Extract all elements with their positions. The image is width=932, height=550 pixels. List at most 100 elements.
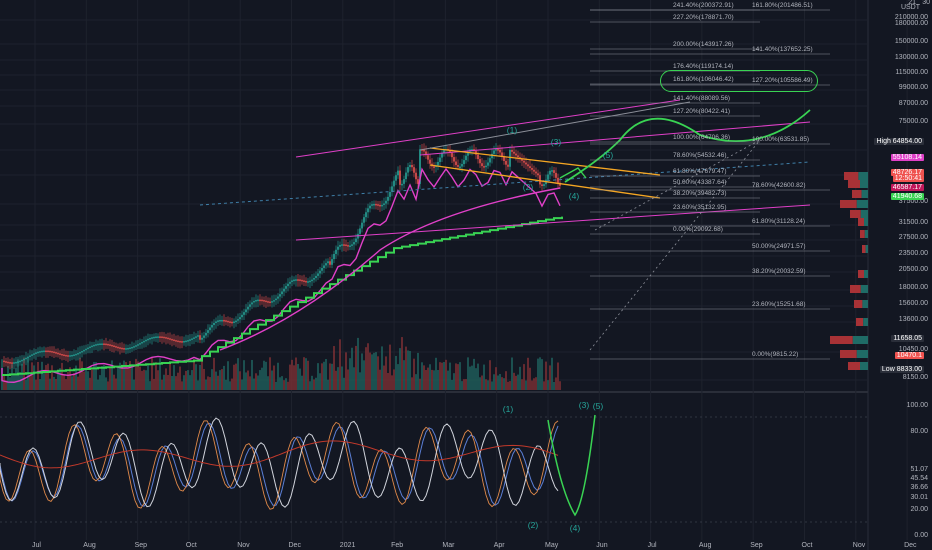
volume-bar: [263, 360, 265, 390]
fib-left-label: 0.00%(29092.68): [673, 226, 723, 233]
candle-body: [235, 320, 237, 323]
volume-bar: [93, 361, 95, 390]
volume-bar: [493, 374, 495, 390]
candle-body: [343, 244, 345, 246]
candle-body: [69, 355, 71, 357]
price-axis-label: 115000.00: [895, 69, 928, 76]
volume-bar: [363, 360, 365, 390]
candle-body: [101, 343, 103, 345]
candle-body: [339, 244, 341, 247]
volume-bar: [285, 378, 287, 390]
volume-bar: [383, 365, 385, 390]
candle-body: [301, 279, 303, 282]
volume-bar: [475, 368, 477, 390]
candle-body: [533, 169, 535, 172]
volume-bar: [531, 380, 533, 390]
fib-extension-lines: 241.40%(200372.91) 227.20%(178871.70) 200.…: [590, 2, 830, 360]
volume-bar: [195, 364, 197, 390]
volume-bar: [473, 358, 475, 390]
candle-body: [127, 347, 129, 350]
volume-bar: [57, 371, 59, 390]
candle-body: [211, 325, 213, 328]
candle-body: [399, 170, 401, 185]
candle-body: [17, 361, 19, 363]
time-axis-label: Jun: [596, 542, 608, 549]
candle-body: [137, 344, 139, 346]
volume-bar: [209, 377, 211, 390]
candle-body: [303, 280, 305, 282]
volume-bar: [237, 358, 239, 390]
candle-body: [117, 346, 119, 349]
price-axis-label: 15600.00: [898, 300, 928, 307]
volume-bar: [433, 370, 435, 390]
volume-bar: [515, 375, 517, 390]
candle-body: [317, 273, 319, 276]
volume-bar: [323, 361, 325, 390]
candle-body: [177, 340, 179, 343]
candle-body: [347, 245, 349, 247]
candle-body: [293, 279, 295, 282]
candle-body: [287, 283, 289, 287]
candle-body: [197, 335, 199, 337]
volume-bar: [329, 363, 331, 390]
volume-bar: [187, 370, 189, 390]
volume-bar: [423, 365, 425, 390]
candle-body: [333, 253, 335, 260]
time-axis-label: Feb: [391, 542, 404, 549]
candle-body: [547, 174, 549, 180]
candle-body: [531, 168, 533, 170]
volume-bar: [275, 381, 277, 390]
volume-bar: [465, 379, 467, 390]
volume-bar: [349, 358, 351, 390]
volume-bar: [141, 370, 143, 390]
candle-body: [213, 322, 215, 326]
volume-bar: [277, 362, 279, 390]
candle-body: [241, 314, 243, 318]
candle-body: [195, 336, 197, 338]
candle-body: [279, 294, 281, 297]
time-axis-label: Aug: [698, 542, 712, 549]
candle-body: [23, 358, 25, 361]
volume-bar: [429, 364, 431, 390]
profile-bar-up: [864, 230, 868, 238]
time-axis-label: Oct: [801, 542, 813, 549]
volume-bar: [233, 364, 235, 390]
candle-body: [261, 299, 263, 302]
channel-bottom: [295, 204, 811, 241]
candle-body: [65, 354, 67, 357]
candle-body: [509, 150, 511, 167]
candle-body: [341, 244, 343, 246]
candle-body: [83, 349, 85, 352]
volume-bar: [467, 357, 469, 390]
candle-body: [49, 350, 51, 353]
volume-bar: [507, 381, 509, 390]
volume-bar: [95, 362, 97, 390]
candle-body: [95, 344, 97, 346]
volume-bar: [211, 369, 213, 390]
volume-bar: [167, 375, 169, 390]
volume-bar: [31, 362, 33, 390]
candle-body: [13, 362, 15, 364]
volume-bar: [97, 379, 99, 390]
fib-right-label: 0.00%(9815.22): [752, 351, 798, 358]
volume-bar: [81, 361, 83, 390]
candle-body: [377, 204, 379, 206]
volume-bar: [151, 357, 153, 390]
candle-body: [371, 204, 373, 206]
candle-body: [355, 238, 357, 243]
candle-body: [187, 340, 189, 342]
volume-bar: [131, 364, 133, 390]
candle-body: [119, 347, 121, 349]
candle-body: [499, 149, 501, 153]
volume-bar: [55, 379, 57, 390]
candle-body: [439, 157, 441, 162]
volume-bar: [281, 376, 283, 390]
target-ellipse: [660, 70, 818, 92]
volume-bar: [385, 356, 387, 390]
volume-bar: [257, 375, 259, 390]
fib-right-label: 141.40%(137652.25): [752, 46, 813, 53]
candle-body: [455, 161, 457, 166]
candle-body: [147, 338, 149, 341]
